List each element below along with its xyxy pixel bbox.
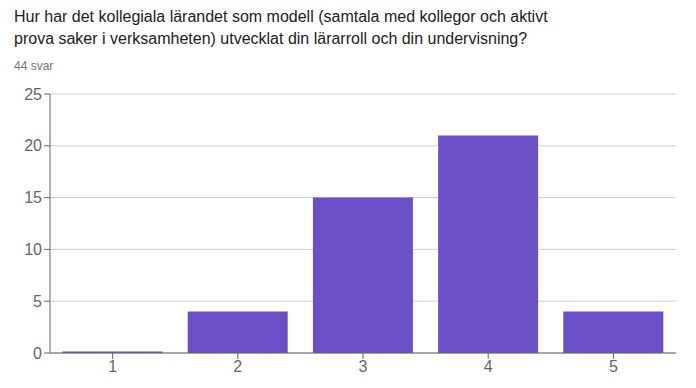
svg-text:5: 5 [609, 358, 618, 375]
svg-text:10: 10 [24, 241, 42, 258]
svg-text:25: 25 [24, 86, 42, 103]
html-text:44 svar: 44 svar [14, 59, 54, 73]
svg-text:0: 0 [33, 345, 42, 362]
html-text:Hur har det kollegiala lärande: Hur har det kollegiala lärandet som mode… [14, 8, 548, 25]
svg-text:2: 2 [233, 358, 242, 375]
svg-text:1: 1 [108, 358, 117, 375]
html-text:prova saker i verksamheten) ut: prova saker i verksamheten) utvecklat di… [14, 30, 528, 47]
svg-text:15: 15 [24, 189, 42, 206]
svg-text:4: 4 [484, 358, 493, 375]
svg-text:20: 20 [24, 137, 42, 154]
svg-text:5: 5 [33, 293, 42, 310]
svg-text:3: 3 [359, 358, 368, 375]
